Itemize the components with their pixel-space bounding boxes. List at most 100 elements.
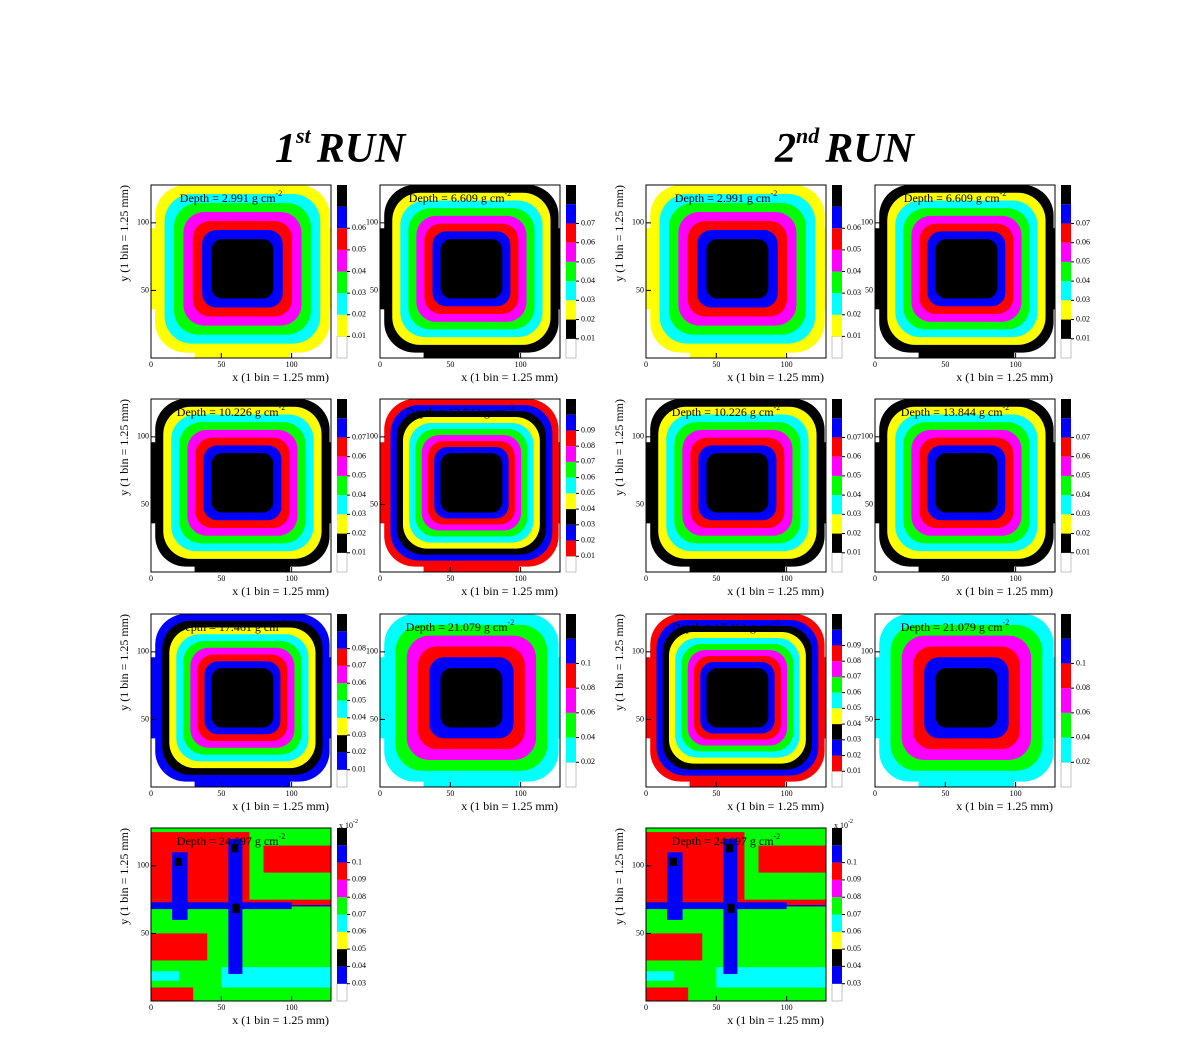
colorbar-tick-label: 0.05 (581, 257, 595, 266)
y-tick-label: 100 (632, 218, 644, 227)
x-tick-label: 0 (149, 1003, 153, 1012)
plot-frame (874, 613, 1056, 788)
colorbar-band (337, 614, 347, 632)
x-tick-label: 50 (217, 789, 225, 798)
x-axis-label: x (1 bin = 1.25 mm) (727, 370, 824, 384)
y-tick-label: 50 (865, 499, 873, 508)
plot-frame (645, 613, 827, 788)
colorbar-band (337, 931, 347, 950)
colorbar-tick-label: 0.08 (352, 892, 366, 901)
colorbar-tick-label: 0.05 (352, 944, 366, 953)
title-text: Depth = 13.844 g cm (406, 405, 508, 419)
colorbar-band (337, 293, 347, 315)
colorbar-band (566, 477, 576, 494)
title-text: Depth = 10.226 g cm (177, 405, 279, 419)
panel-title: Depth = 21.079 g cm-2 (901, 618, 1009, 634)
colorbar-band (1061, 300, 1071, 320)
colorbar-band (566, 446, 576, 462)
x-axis-label: x (1 bin = 1.25 mm) (727, 799, 824, 813)
colorbar-tick-label: 0.01 (352, 331, 366, 340)
title-text: Depth = 6.609 g cm (409, 191, 505, 205)
x-tick-label: 50 (446, 789, 454, 798)
colorbar-band (832, 495, 842, 515)
y-axis-label: y (1 bin = 1.25 mm) (117, 399, 131, 496)
x-axis-label: x (1 bin = 1.25 mm) (956, 370, 1053, 384)
colorbar-band (337, 249, 347, 272)
colorbar-band (1060, 552, 1072, 573)
colorbar-tick-label: 0.05 (847, 471, 861, 480)
x-tick-label: 0 (644, 574, 648, 583)
multiplier-sup: -2 (353, 819, 358, 825)
colorbar-tick-label: 0.05 (352, 245, 366, 254)
colorbar-band (337, 456, 347, 476)
title-text: Depth = 21.079 g cm (406, 620, 508, 634)
x-tick-label: 100 (286, 574, 298, 583)
y-tick-label: 50 (141, 285, 149, 294)
title-sup: -2 (508, 618, 515, 627)
colorbar-band (565, 762, 577, 788)
colorbar-band (832, 437, 842, 457)
contour-band (706, 239, 769, 299)
colorbar-band (1061, 614, 1071, 639)
colorbar-band (337, 949, 347, 967)
x-axis-label: x (1 bin = 1.25 mm) (232, 1013, 329, 1027)
colorbar-tick-label: 0.02 (847, 528, 861, 537)
colorbar-tick-label: 0.01 (847, 331, 861, 340)
noise-region (646, 987, 689, 1001)
colorbar-tick-label: 0.04 (581, 504, 595, 513)
title-text: Depth = 10.226 g cm (672, 405, 774, 419)
x-tick-label: 0 (873, 789, 877, 798)
y-tick-label: 100 (632, 861, 644, 870)
x-axis-label: x (1 bin = 1.25 mm) (232, 370, 329, 384)
multiplier-sup: -2 (848, 819, 853, 825)
title-sup: -2 (276, 189, 283, 198)
contour-band (935, 239, 998, 299)
y-tick-label: 100 (137, 218, 149, 227)
colorbar-tick-label: 0.02 (847, 750, 861, 759)
colorbar-band (1061, 514, 1071, 534)
colorbar-tick-label: 0.04 (1076, 490, 1090, 499)
colorbar-band (337, 665, 347, 684)
y-tick-label: 50 (141, 928, 149, 937)
x-tick-label: 0 (149, 574, 153, 583)
x-tick-label: 100 (1010, 360, 1022, 369)
colorbar-band (565, 338, 577, 359)
y-tick-label: 100 (632, 647, 644, 656)
colorbar-tick-label: 0.03 (352, 509, 366, 518)
colorbar-tick-label: 0.04 (352, 961, 366, 970)
colorbar-tick-label: 0.02 (847, 310, 861, 319)
colorbar-tick-label: 0.1 (352, 857, 362, 866)
colorbar-tick-label: 0.06 (847, 927, 861, 936)
colorbar-band (1061, 475, 1071, 496)
colorbar-band (832, 418, 842, 438)
colorbar-band (832, 614, 842, 630)
colorbar-tick-label: 0.1 (1076, 658, 1086, 667)
colorbar-tick-label: 0.02 (581, 314, 595, 323)
x-tick-label: 50 (217, 360, 225, 369)
colorbar-band (565, 556, 577, 573)
panel-title: Depth = 17.461 g cm-2 (177, 618, 285, 634)
colorbar-band (337, 862, 347, 880)
y-axis-label: y (1 bin = 1.25 mm) (612, 185, 626, 282)
colorbar-band (337, 700, 347, 718)
colorbar-tick-label: 0.03 (352, 288, 366, 297)
colorbar-band (832, 914, 842, 932)
colorbar-band (832, 629, 842, 646)
colorbar-band (566, 300, 576, 320)
colorbar-band (832, 828, 842, 846)
noise-region (263, 845, 331, 873)
colorbar-band (832, 676, 842, 693)
contour-band (440, 239, 503, 299)
y-tick-label: 50 (865, 285, 873, 294)
colorbar-band (832, 514, 842, 534)
colorbar-tick-label: 0.06 (847, 223, 861, 232)
colorbar-band (566, 430, 576, 447)
x-tick-label: 100 (515, 360, 527, 369)
colorbar-band (1061, 204, 1071, 224)
noise-region (174, 857, 182, 866)
colorbar-band (832, 293, 842, 315)
plot-area (646, 614, 826, 787)
colorbar-band (337, 399, 347, 419)
x-axis-label: x (1 bin = 1.25 mm) (232, 799, 329, 813)
